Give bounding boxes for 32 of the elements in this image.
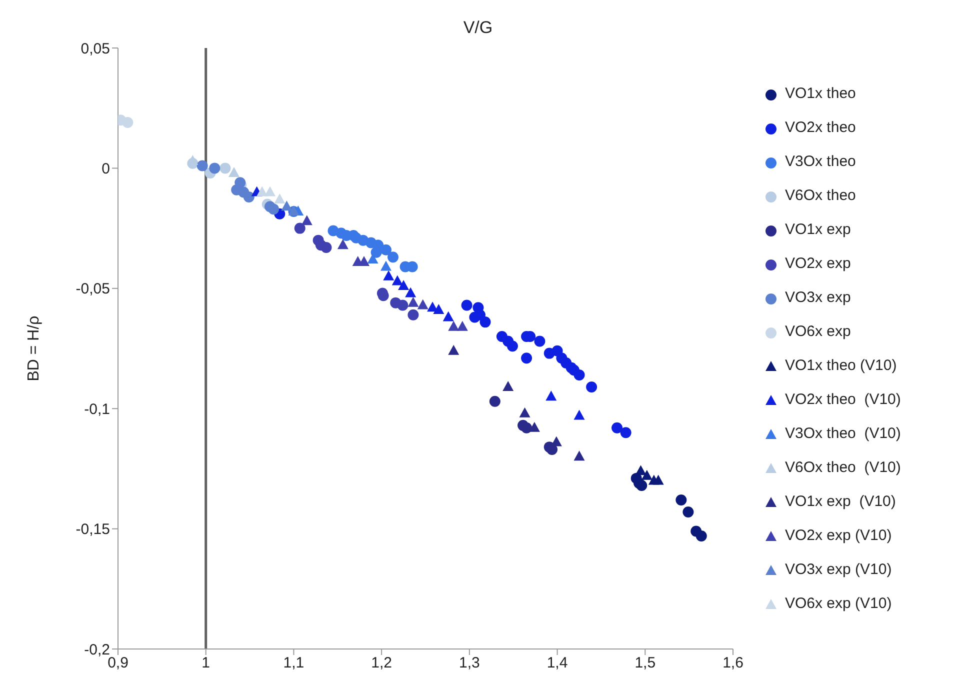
legend-label: VO1x exp (V10) [785, 493, 896, 510]
legend-label: V6Ox theo (V10) [785, 459, 901, 476]
legend-label: V3Ox theo (V10) [785, 425, 901, 442]
legend-label: VO1x theo [785, 85, 856, 102]
x-tick-label: 1,4 [546, 654, 568, 672]
legend-label: VO1x exp [785, 221, 851, 238]
y-tick-label: 0 [102, 160, 110, 178]
legend-label: VO1x theo (V10) [785, 357, 897, 374]
y-tick-label: -0,2 [84, 641, 110, 658]
x-tick-label: 1,6 [722, 654, 744, 672]
x-tick-label: 0,9 [108, 654, 128, 672]
legend-label: VO3x exp (V10) [785, 561, 892, 578]
y-tick-label: -0,05 [76, 280, 110, 298]
x-tick-label: 1,2 [371, 654, 392, 672]
y-axis-title: BD = H/ρ [26, 316, 43, 382]
legend-label: VO2x exp [785, 255, 851, 272]
x-tick-label: 1,1 [283, 654, 304, 672]
legend-label: VO2x theo (V10) [785, 391, 901, 408]
x-tick-label: 1,3 [459, 654, 480, 672]
legend-label: VO2x theo [785, 119, 856, 136]
y-tick-label: -0,15 [76, 521, 110, 538]
legend-label: VO2x exp (V10) [785, 527, 892, 544]
legend-label: V3Ox theo [785, 153, 856, 170]
legend-label: VO6x exp [785, 323, 851, 340]
y-tick-label: 0,05 [80, 40, 110, 58]
x-tick-label: 1 [202, 654, 210, 672]
x-tick-label: 1,5 [634, 654, 656, 672]
chart-title: V/G [463, 18, 493, 37]
legend-label: VO3x exp [785, 289, 851, 306]
y-tick-label: -0,1 [84, 400, 110, 418]
legend-label: V6Ox theo [785, 187, 856, 204]
legend-label: VO6x exp (V10) [785, 595, 892, 612]
